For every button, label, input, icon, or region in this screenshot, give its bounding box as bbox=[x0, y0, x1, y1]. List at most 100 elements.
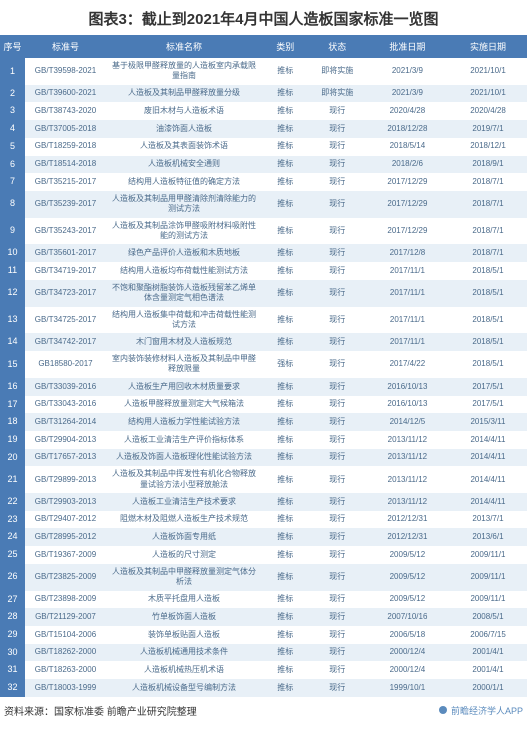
cell-type: 推标 bbox=[262, 58, 309, 85]
cell-type: 推标 bbox=[262, 191, 309, 218]
cell-status: 现行 bbox=[309, 333, 366, 351]
cell-seq: 27 bbox=[0, 591, 25, 609]
cell-impl: 2018/7/1 bbox=[449, 244, 527, 262]
cell-code: GB/T18263-2000 bbox=[25, 661, 106, 679]
cell-status: 现行 bbox=[309, 138, 366, 156]
table-row: 26GB/T23825-2009人造板及其制品中甲醛释放量测定气体分析法推标现行… bbox=[0, 564, 527, 591]
cell-impl: 2013/6/1 bbox=[449, 528, 527, 546]
cell-impl: 2014/4/11 bbox=[449, 449, 527, 467]
table-row: 1GB/T39598-2021基于极限甲醛释放量的人造板室内承载限量指南推标即将… bbox=[0, 58, 527, 85]
cell-code: GB/T35243-2017 bbox=[25, 218, 106, 245]
cell-approve: 2017/11/1 bbox=[366, 262, 449, 280]
cell-name: 人造板工业清洁生产技术要求 bbox=[106, 493, 262, 511]
cell-name: 废旧木材与人造板术语 bbox=[106, 102, 262, 120]
cell-status: 现行 bbox=[309, 626, 366, 644]
cell-status: 现行 bbox=[309, 661, 366, 679]
cell-code: GB/T29899-2013 bbox=[25, 466, 106, 493]
cell-code: GB/T18003-1999 bbox=[25, 679, 106, 697]
cell-code: GB/T29407-2012 bbox=[25, 511, 106, 529]
cell-seq: 30 bbox=[0, 644, 25, 662]
cell-impl: 2013/7/1 bbox=[449, 511, 527, 529]
header-type: 类别 bbox=[262, 35, 309, 58]
table-row: 29GB/T15104-2006装饰单板贴面人造板推标现行2006/5/1820… bbox=[0, 626, 527, 644]
table-row: 13GB/T34725-2017结构用人造板集中荷载和冲击荷载性能测试方法推标现… bbox=[0, 307, 527, 334]
footer: 资料来源：国家标准委 前瞻产业研究院整理 前瞻经济学人APP bbox=[0, 697, 527, 720]
cell-status: 现行 bbox=[309, 431, 366, 449]
cell-name: 油漆饰面人造板 bbox=[106, 120, 262, 138]
cell-name: 人造板及其制品涂饰甲醛吸附材料吸附性能的测试方法 bbox=[106, 218, 262, 245]
cell-impl: 2015/3/11 bbox=[449, 413, 527, 431]
table-row: 32GB/T18003-1999人造板机械设备型号编制方法推标现行1999/10… bbox=[0, 679, 527, 697]
table-row: 25GB/T19367-2009人造板的尺寸测定推标现行2009/5/12200… bbox=[0, 546, 527, 564]
cell-seq: 3 bbox=[0, 102, 25, 120]
cell-type: 推标 bbox=[262, 378, 309, 396]
cell-status: 即将实施 bbox=[309, 58, 366, 85]
cell-name: 结构用人造板集中荷载和冲击荷载性能测试方法 bbox=[106, 307, 262, 334]
cell-status: 现行 bbox=[309, 351, 366, 378]
table-row: 16GB/T33039-2016人造板生产用回收木材质量要求推标现行2016/1… bbox=[0, 378, 527, 396]
cell-approve: 2013/11/12 bbox=[366, 449, 449, 467]
cell-code: GB/T21129-2007 bbox=[25, 608, 106, 626]
cell-type: 推标 bbox=[262, 85, 309, 103]
cell-seq: 17 bbox=[0, 396, 25, 414]
cell-status: 现行 bbox=[309, 262, 366, 280]
cell-status: 现行 bbox=[309, 156, 366, 174]
header-name: 标准名称 bbox=[106, 35, 262, 58]
cell-approve: 2006/5/18 bbox=[366, 626, 449, 644]
cell-approve: 2000/12/4 bbox=[366, 644, 449, 662]
cell-name: 阻燃木材及阻燃人造板生产技术规范 bbox=[106, 511, 262, 529]
footer-app-text: 前瞻经济学人APP bbox=[451, 704, 523, 717]
cell-code: GB/T38743-2020 bbox=[25, 102, 106, 120]
cell-type: 推标 bbox=[262, 120, 309, 138]
cell-impl: 2014/4/11 bbox=[449, 493, 527, 511]
cell-name: 人造板的尺寸测定 bbox=[106, 546, 262, 564]
cell-approve: 2016/10/13 bbox=[366, 378, 449, 396]
cell-seq: 23 bbox=[0, 511, 25, 529]
cell-seq: 28 bbox=[0, 608, 25, 626]
cell-code: GB/T18514-2018 bbox=[25, 156, 106, 174]
table-row: 2GB/T39600-2021人造板及其制品甲醛释放量分级推标即将实施2021/… bbox=[0, 85, 527, 103]
header-status: 状态 bbox=[309, 35, 366, 58]
cell-name: 人造板工业清洁生产评价指标体系 bbox=[106, 431, 262, 449]
cell-type: 推标 bbox=[262, 262, 309, 280]
cell-status: 现行 bbox=[309, 449, 366, 467]
cell-impl: 2018/5/1 bbox=[449, 333, 527, 351]
cell-code: GB/T17657-2013 bbox=[25, 449, 106, 467]
cell-approve: 2018/5/14 bbox=[366, 138, 449, 156]
cell-type: 推标 bbox=[262, 218, 309, 245]
cell-code: GB/T15104-2006 bbox=[25, 626, 106, 644]
cell-impl: 2018/5/1 bbox=[449, 351, 527, 378]
cell-type: 推标 bbox=[262, 156, 309, 174]
cell-code: GB/T34725-2017 bbox=[25, 307, 106, 334]
cell-impl: 2018/7/1 bbox=[449, 173, 527, 191]
cell-approve: 2000/12/4 bbox=[366, 661, 449, 679]
cell-type: 推标 bbox=[262, 564, 309, 591]
footer-source: 资料来源：国家标准委 前瞻产业研究院整理 bbox=[4, 703, 197, 718]
cell-name: 人造板机械设备型号编制方法 bbox=[106, 679, 262, 697]
cell-approve: 2017/11/1 bbox=[366, 307, 449, 334]
cell-seq: 15 bbox=[0, 351, 25, 378]
cell-impl: 2021/10/1 bbox=[449, 58, 527, 85]
cell-type: 推标 bbox=[262, 546, 309, 564]
header-code: 标准号 bbox=[25, 35, 106, 58]
cell-name: 人造板生产用回收木材质量要求 bbox=[106, 378, 262, 396]
cell-impl: 2018/5/1 bbox=[449, 280, 527, 307]
cell-name: 结构用人造板特征值的确定方法 bbox=[106, 173, 262, 191]
cell-status: 即将实施 bbox=[309, 85, 366, 103]
table-row: 8GB/T35239-2017人造板及其制品用甲醛清除剂清除能力的测试方法推标现… bbox=[0, 191, 527, 218]
cell-impl: 2009/11/1 bbox=[449, 546, 527, 564]
cell-impl: 2006/7/15 bbox=[449, 626, 527, 644]
table-row: 18GB/T31264-2014结构用人造板力学性能试验方法推标现行2014/1… bbox=[0, 413, 527, 431]
cell-name: 人造板机械热压机术语 bbox=[106, 661, 262, 679]
cell-type: 推标 bbox=[262, 528, 309, 546]
cell-name: 人造板及其制品用甲醛清除剂清除能力的测试方法 bbox=[106, 191, 262, 218]
cell-approve: 2009/5/12 bbox=[366, 591, 449, 609]
cell-impl: 2001/4/1 bbox=[449, 644, 527, 662]
cell-name: 人造板及其制品甲醛释放量分级 bbox=[106, 85, 262, 103]
cell-seq: 5 bbox=[0, 138, 25, 156]
table-row: 12GB/T34723-2017不饱和聚酯树脂装饰人造板残留苯乙烯单体含量测定气… bbox=[0, 280, 527, 307]
cell-approve: 2018/2/6 bbox=[366, 156, 449, 174]
table-row: 21GB/T29899-2013人造板及其制品中挥发性有机化合物释放量试验方法小… bbox=[0, 466, 527, 493]
cell-code: GB/T35601-2017 bbox=[25, 244, 106, 262]
table-row: 24GB/T28995-2012人造板饰面专用纸推标现行2012/12/3120… bbox=[0, 528, 527, 546]
